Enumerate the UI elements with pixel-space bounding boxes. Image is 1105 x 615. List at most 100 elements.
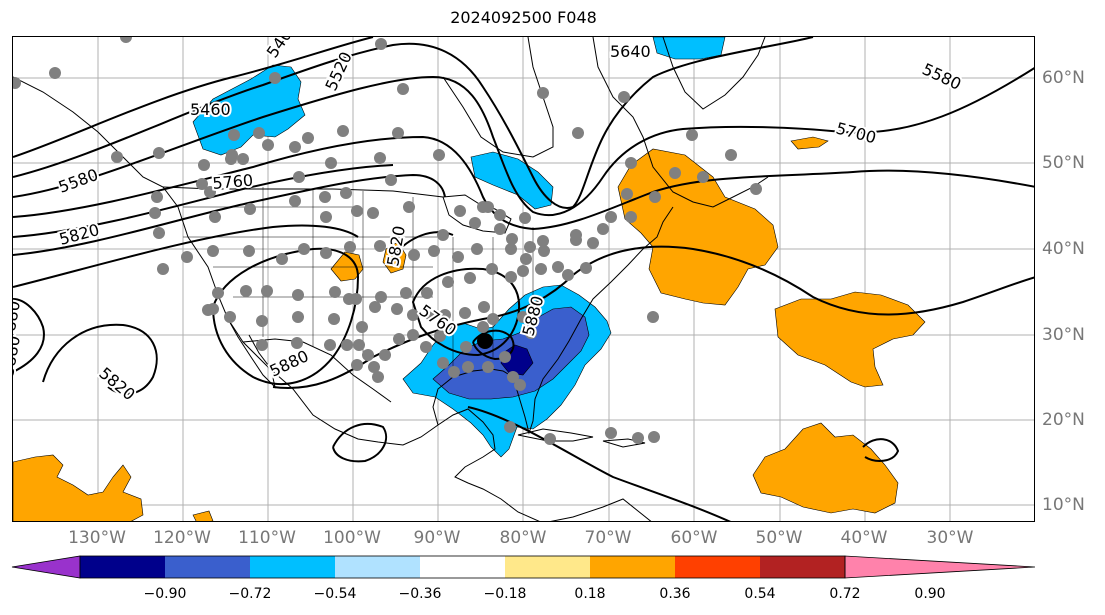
station-dot (204, 186, 216, 198)
station-dot (505, 243, 517, 255)
colorbar-tick-label: −0.36 (398, 586, 442, 602)
contour-label: 5640 (610, 42, 651, 61)
colorbar-extend-left (11, 555, 81, 579)
colorbar-segment (760, 556, 845, 578)
longitude-label: 70°W (584, 528, 632, 548)
station-dot (292, 289, 304, 301)
station-dot (243, 245, 255, 257)
station-dot (494, 223, 506, 235)
central-america (550, 498, 652, 521)
station-dot (464, 272, 476, 284)
station-dot (537, 87, 549, 99)
colorbar-tick-label: −0.54 (313, 586, 357, 602)
station-dot (408, 249, 420, 261)
station-dot (397, 83, 409, 95)
colorbar-outline (79, 555, 846, 579)
station-dot (372, 371, 384, 383)
contour-label: 5520 (321, 49, 355, 94)
station-dot (428, 245, 440, 257)
station-dot (469, 217, 481, 229)
station-dot (369, 301, 381, 313)
contour-label: 5400 (263, 37, 302, 61)
station-dot (344, 241, 356, 253)
station-dot (207, 245, 219, 257)
station-dot (471, 243, 483, 255)
station-dot (391, 303, 403, 315)
station-dot (524, 241, 536, 253)
station-dot (224, 311, 236, 323)
station-dot (572, 127, 584, 139)
station-dot (237, 153, 249, 165)
orange-area-mexico-small (192, 510, 214, 521)
graticule (13, 37, 1034, 521)
labrador-coast (592, 37, 769, 208)
longitude-label: 60°W (670, 528, 718, 548)
station-dot (525, 327, 537, 339)
colorbar-tick-label: 0.90 (914, 586, 946, 602)
station-dot (228, 129, 240, 141)
station-dot (437, 357, 449, 369)
contour-line-13 (42, 323, 158, 395)
station-dot (293, 171, 305, 183)
colorbar-segment (420, 556, 505, 578)
station-dot (362, 349, 374, 361)
longitude-label: 90°W (413, 528, 461, 548)
station-dot (196, 178, 208, 190)
longitude-label: 40°W (840, 528, 888, 548)
station-dot (499, 351, 511, 363)
station-dot (407, 309, 419, 321)
colorbar-tick-label: 0.36 (659, 586, 691, 602)
station-dot (625, 211, 637, 223)
station-dot (151, 191, 163, 203)
station-dot (437, 229, 449, 241)
station-dot (486, 263, 498, 275)
contour-label: 5880 (267, 346, 312, 380)
colorbar-tick-label: −0.90 (143, 586, 187, 602)
station-dot (454, 205, 466, 217)
station-dot (289, 195, 301, 207)
station-dot (368, 361, 380, 373)
station-dot (256, 339, 268, 351)
station-dot (328, 313, 340, 325)
station-dot (353, 339, 365, 351)
station-dot (597, 223, 609, 235)
light-blue-area-labrador (652, 37, 726, 60)
station-dot (632, 432, 644, 444)
station-dot (439, 309, 451, 321)
station-dot (351, 359, 363, 371)
longitude-label: 110°W (238, 528, 296, 548)
station-dot (552, 261, 564, 273)
station-dot (504, 421, 516, 433)
station-dot (544, 433, 556, 445)
station-dot (240, 285, 252, 297)
station-dot (519, 212, 531, 224)
station-dot (482, 361, 494, 373)
contour-line-1 (13, 37, 374, 158)
map-canvas: 5460 5400 5520 5640 5580 5580 5700 5760 5820 5820… (13, 37, 1034, 521)
station-dot (506, 233, 518, 245)
station-dot (570, 229, 582, 241)
orange-area-pacific-south (13, 454, 144, 521)
hispaniola (602, 438, 646, 448)
contour-label: 5580 (56, 165, 101, 197)
station-dot (452, 251, 464, 263)
colorbar-tick-label: −0.18 (483, 586, 527, 602)
station-dot (482, 201, 494, 213)
station-dot (514, 379, 526, 391)
longitude-label: 30°W (926, 528, 974, 548)
contour-line-16 (862, 438, 900, 462)
station-dot (374, 240, 386, 252)
contour-label: 5460 (190, 100, 231, 119)
station-dot (459, 307, 471, 319)
station-dot (647, 311, 659, 323)
station-dot (374, 152, 386, 164)
station-dot (605, 211, 617, 223)
station-dot (648, 431, 660, 443)
station-dot (421, 287, 433, 299)
station-dot (153, 227, 165, 239)
us-mexico-border (242, 338, 392, 403)
north-america-coast (13, 76, 540, 521)
station-dot (320, 247, 332, 259)
station-dot (520, 253, 532, 265)
station-dot (433, 149, 445, 161)
